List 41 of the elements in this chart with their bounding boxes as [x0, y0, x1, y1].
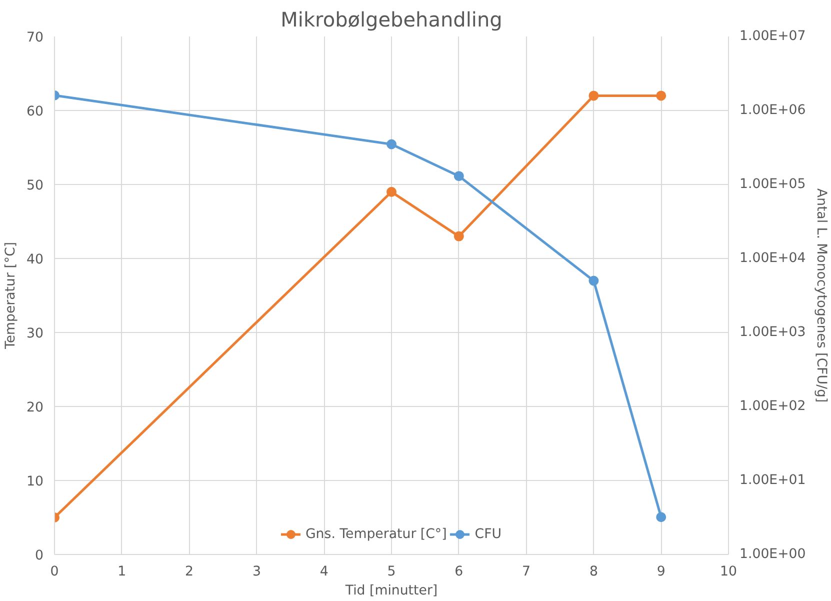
legend-label: CFU	[474, 526, 502, 542]
y-tick-label: 20	[26, 400, 44, 416]
x-tick-label: 4	[320, 564, 328, 580]
x-axis-title: Tid [minutter]	[344, 584, 438, 598]
y-tick-label: 60	[26, 104, 44, 120]
x-tick-label: 6	[454, 564, 464, 580]
point	[386, 186, 396, 197]
point	[454, 231, 464, 242]
point	[588, 276, 599, 286]
y-tick-label: 50	[26, 178, 44, 194]
chart-title: Mikrobølgebehandling	[280, 8, 502, 32]
x-tick-label: 1	[118, 564, 126, 580]
y2-axis-title: Antal L. Monocytogenes [CFU/g]	[814, 188, 829, 403]
x-tick-label: 5	[387, 564, 396, 580]
x-tick-label: 8	[589, 564, 598, 580]
x-tick-label: 0	[50, 564, 59, 580]
point	[588, 90, 599, 101]
x-tick-label: 9	[656, 564, 666, 580]
y2-tick-label: 1.00E+02	[740, 399, 806, 414]
x-tick-label: 2	[185, 564, 194, 580]
y2-tick-label: 1.00E+00	[740, 547, 806, 562]
point	[656, 512, 666, 522]
y2-tick-label: 1.00E+04	[740, 251, 806, 266]
y2-tick-label: 1.00E+01	[740, 473, 806, 488]
point	[386, 139, 396, 150]
y2-tick-label: 1.00E+06	[740, 103, 806, 118]
y-tick-label: 40	[26, 252, 44, 268]
x-tick-label: 7	[522, 564, 531, 580]
point	[454, 171, 464, 182]
x-tick-label: 10	[720, 564, 737, 580]
y-axis-title: Temperatur [°C]	[4, 242, 19, 350]
y2-tick-label: 1.00E+07	[740, 29, 806, 44]
y2-tick-label: 1.00E+03	[740, 325, 806, 340]
x-tick-label: 3	[252, 564, 261, 580]
y2-tick-label: 1.00E+05	[740, 177, 806, 192]
y-tick-label: 10	[26, 474, 44, 490]
legend-label: Gns. Temperatur [C°]	[305, 526, 447, 542]
point	[656, 90, 666, 101]
y-tick-label: 30	[26, 326, 44, 342]
y-tick-label: 0	[35, 548, 44, 564]
y-tick-label: 70	[26, 30, 44, 46]
